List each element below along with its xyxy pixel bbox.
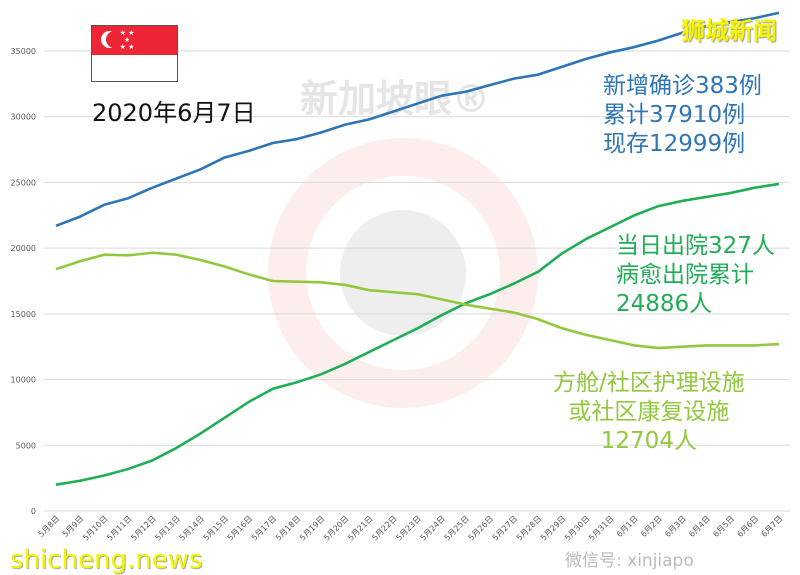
y-tick-label: 10000 xyxy=(11,376,36,385)
annotation-line: 12704人 xyxy=(600,428,697,454)
annotation-line: 或社区康复设施 xyxy=(568,399,730,425)
x-tick-label: 5月15日 xyxy=(202,514,230,542)
y-tick-label: 35000 xyxy=(11,47,36,56)
y-tick-label: 15000 xyxy=(11,310,36,319)
x-tick-label: 5月31日 xyxy=(587,514,615,542)
x-tick-label: 5月13日 xyxy=(153,514,181,542)
x-tick-label: 6月1日 xyxy=(615,514,640,539)
x-tick-label: 6月2日 xyxy=(639,514,664,539)
watermark-logo-center xyxy=(340,210,466,336)
x-tick-label: 6月7日 xyxy=(760,514,785,539)
watermark-wechat: 微信号: xinjiapo xyxy=(565,551,694,571)
annotation-line: 累计37910例 xyxy=(603,102,746,128)
x-tick-label: 5月12日 xyxy=(129,514,157,542)
series-line-0 xyxy=(55,11,780,228)
x-tick-label: 6月3日 xyxy=(663,514,688,539)
x-tick-label: 6月5日 xyxy=(711,514,736,539)
watermark-logo-text: 新加坡眼® xyxy=(300,77,491,121)
chart-date: 2020年6月7日 xyxy=(92,99,256,127)
x-tick-label: 5月28日 xyxy=(515,514,543,542)
annotation-line: 方舱/社区护理设施 xyxy=(553,370,745,396)
x-tick-label: 5月17日 xyxy=(250,514,278,542)
y-tick-label: 20000 xyxy=(11,244,36,253)
x-tick-label: 5月14日 xyxy=(178,514,206,542)
watermark-bottom-left: shicheng.news xyxy=(10,545,203,575)
annotation-line: 新增确诊383例 xyxy=(603,73,762,99)
discharged-annotation: 当日出院327人 病愈出院累计 24886人 xyxy=(616,232,775,319)
confirmed-annotation: 新增确诊383例 累计37910例 现存12999例 xyxy=(603,72,762,159)
x-tick-label: 6月6日 xyxy=(735,514,760,539)
watermark-top-right: 狮城新闻 xyxy=(681,17,777,45)
x-tick-label: 5月8日 xyxy=(37,514,62,539)
x-tick-label: 5月25日 xyxy=(443,514,471,542)
x-tick-label: 5月19日 xyxy=(298,514,326,542)
x-tick-label: 6月4日 xyxy=(687,514,712,539)
x-tick-label: 5月30日 xyxy=(563,514,591,542)
x-tick-label: 5月26日 xyxy=(467,514,495,542)
x-tick-label: 5月16日 xyxy=(226,514,254,542)
annotation-line: 当日出院327人 xyxy=(616,233,775,259)
y-tick-label: 0 xyxy=(31,507,36,516)
singapore-flag-icon: ★ ★ ★ ★ ★ xyxy=(91,25,178,82)
x-tick-label: 5月20日 xyxy=(322,514,350,542)
y-tick-label: 5000 xyxy=(16,441,36,450)
x-tick-label: 5月11日 xyxy=(105,514,133,542)
x-tick-label: 5月22日 xyxy=(370,514,398,542)
x-tick-label: 5月27日 xyxy=(491,514,519,542)
community-facility-annotation: 方舱/社区护理设施 或社区康复设施 12704人 xyxy=(553,369,745,456)
series-line-1 xyxy=(55,182,780,486)
y-tick-label: 25000 xyxy=(11,178,36,187)
x-tick-label: 5月23日 xyxy=(394,514,422,542)
annotation-line: 病愈出院累计 xyxy=(616,262,754,288)
series-line-2 xyxy=(55,251,780,350)
x-tick-label: 5月10日 xyxy=(81,514,109,542)
annotation-line: 24886人 xyxy=(616,291,713,317)
x-tick-label: 5月18日 xyxy=(274,514,302,542)
x-tick-label: 5月21日 xyxy=(346,514,374,542)
y-tick-label: 30000 xyxy=(11,113,36,122)
annotation-line: 现存12999例 xyxy=(603,131,746,157)
x-tick-label: 5月29日 xyxy=(539,514,567,542)
x-tick-label: 5月24日 xyxy=(419,514,447,542)
